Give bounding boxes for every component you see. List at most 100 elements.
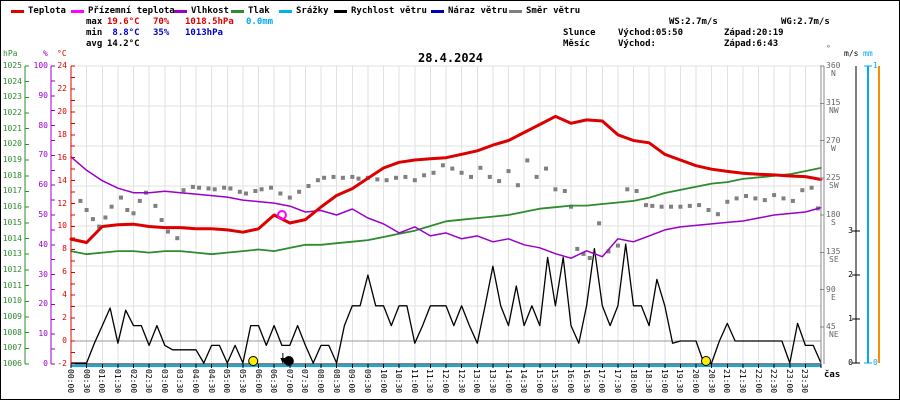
time-tick-label: 19:00 bbox=[659, 369, 669, 394]
axis-tick-label: 1013 bbox=[2, 249, 22, 259]
axis-tick-label: 100 bbox=[33, 61, 48, 70]
axis-tick-label: 20 bbox=[57, 106, 67, 116]
axis-tick-label: 1021 bbox=[2, 123, 22, 133]
axis-tick-label: 1014 bbox=[2, 233, 22, 243]
axis-tick-label: 0 bbox=[62, 336, 67, 346]
axis-tick-label: 30 bbox=[38, 269, 48, 279]
axis-tick-label: 1006 bbox=[2, 359, 22, 368]
time-tick-label: 23:00 bbox=[784, 369, 794, 394]
axis-tick-label: 40 bbox=[38, 239, 48, 249]
legend-label: Vlhkost bbox=[191, 6, 229, 16]
time-tick-label: 16:30 bbox=[581, 369, 591, 394]
time-tick-label: 15:30 bbox=[550, 369, 560, 394]
axis-tick-label: 135 bbox=[826, 247, 841, 257]
axis-tick-label: 2 bbox=[62, 313, 67, 323]
legend-label: Směr větru bbox=[526, 6, 581, 16]
axis-tick-label: E bbox=[831, 292, 836, 302]
wind-gust-line-swatch bbox=[431, 9, 444, 13]
axis-tick-label: 12 bbox=[57, 198, 67, 208]
stat-sun-label: Slunce bbox=[563, 28, 596, 38]
time-tick-label: 19:30 bbox=[675, 369, 685, 394]
stat-wind-speed-max: WS:2.7m/s bbox=[669, 17, 718, 27]
time-tick-label: 15:00 bbox=[534, 369, 544, 394]
time-tick-label: 01:30 bbox=[112, 369, 122, 394]
axis-tick-label: 3 bbox=[848, 226, 853, 235]
stat-pressure-min: 1013hPa bbox=[185, 28, 223, 38]
axis-tick-label: 1011 bbox=[2, 280, 22, 290]
time-tick-label: 16:00 bbox=[566, 369, 575, 394]
legend-label: Tlak bbox=[248, 6, 270, 16]
time-tick-label: 06:30 bbox=[269, 369, 279, 394]
time-tick-label: 07:30 bbox=[300, 369, 310, 394]
axis-tick-label: 80 bbox=[38, 120, 48, 130]
axis-tick-label: m/s bbox=[844, 49, 859, 58]
time-tick-label: 04:30 bbox=[206, 369, 216, 394]
axis-tick-label: 1022 bbox=[2, 108, 22, 118]
time-tick-label: 12:30 bbox=[456, 369, 466, 394]
axis-tick-label: 1025 bbox=[2, 61, 22, 70]
humidity-line-swatch bbox=[174, 9, 187, 13]
axis-tick-label: 45 bbox=[826, 321, 836, 331]
legend-item-wind-direction: Směr větru bbox=[509, 6, 580, 16]
axis-tick-label: 1019 bbox=[2, 155, 22, 165]
time-tick-label: 21:30 bbox=[737, 369, 747, 394]
stat-rain-max: 0.0mm bbox=[246, 17, 274, 27]
axis-tick-label: 1010 bbox=[2, 296, 22, 306]
pressure-line-swatch bbox=[231, 9, 244, 13]
time-tick-label: 23:30 bbox=[800, 369, 810, 394]
wind-direction-line-swatch bbox=[509, 9, 522, 13]
legend-item-pressure: Tlak bbox=[231, 6, 270, 16]
axis-tick-label: 0 bbox=[848, 358, 853, 367]
axis-tick-label: 14 bbox=[57, 175, 67, 185]
stat-temp-avg: 14.2°C bbox=[107, 39, 140, 49]
legend-item-wind-gust: Náraz větru bbox=[431, 6, 508, 16]
time-tick-label: 18:30 bbox=[644, 369, 654, 394]
axis-tick-label: 90 bbox=[38, 90, 48, 100]
axis-tick-label: 1017 bbox=[2, 186, 22, 196]
axis-tick-label: 60 bbox=[38, 180, 48, 190]
axis-tick-label: 90 bbox=[826, 284, 836, 294]
time-tick-label: 02:30 bbox=[144, 369, 154, 394]
axis-tick-label: mm bbox=[863, 49, 873, 58]
ground-temperature-line-swatch bbox=[71, 9, 84, 13]
axis-tick-label: NE bbox=[829, 329, 839, 339]
time-tick-label: 10:30 bbox=[394, 369, 404, 394]
axis-tick-label: 2 bbox=[848, 270, 853, 279]
axis-tick-label: 1018 bbox=[2, 170, 22, 180]
legend-label: Srážky bbox=[296, 6, 329, 16]
time-tick-label: 20:30 bbox=[706, 369, 716, 394]
stat-humidity-max: 70% bbox=[153, 17, 170, 27]
axis-tick-label: W bbox=[831, 143, 836, 153]
time-tick-label: 01:00 bbox=[97, 369, 107, 394]
time-tick-label: 02:00 bbox=[128, 369, 138, 394]
legend-item-precipitation: Srážky bbox=[279, 6, 329, 16]
stat-temp-max: 19.6°C bbox=[107, 17, 140, 27]
axis-tick-label: 0 bbox=[873, 358, 878, 367]
legend-item-humidity: Vlhkost bbox=[174, 6, 229, 16]
time-tick-label: 05:30 bbox=[237, 369, 247, 394]
axis-tick-label: 1007 bbox=[2, 343, 22, 353]
axis-tick-label: 22 bbox=[57, 83, 67, 93]
time-tick-label: 08:30 bbox=[331, 369, 341, 394]
axis-tick-label: 1009 bbox=[2, 311, 22, 321]
stat-min-label: min bbox=[86, 28, 103, 38]
axis-tick-label: N bbox=[831, 69, 836, 78]
time-tick-label: 17:30 bbox=[612, 369, 622, 394]
axis-tick-label: -2 bbox=[57, 359, 67, 368]
axis-tick-label: 1015 bbox=[2, 217, 22, 227]
time-tick-label: 18:00 bbox=[628, 369, 638, 394]
time-tick-label: 03:30 bbox=[175, 369, 185, 394]
time-axis-title: čas bbox=[824, 370, 841, 380]
axis-tick-label: °C bbox=[57, 49, 67, 58]
axis-tick-label: ° bbox=[826, 44, 831, 53]
time-tick-label: 14:30 bbox=[519, 369, 529, 394]
axis-tick-label: 10 bbox=[38, 329, 48, 339]
axis-tick-label: NW bbox=[829, 106, 839, 116]
time-tick-label: 22:30 bbox=[769, 369, 779, 394]
time-tick-label: 03:00 bbox=[159, 369, 169, 394]
wind-speed-line-swatch bbox=[334, 9, 347, 13]
axis-tick-label: 18 bbox=[57, 129, 67, 139]
stat-moonrise: Východ: bbox=[618, 39, 656, 49]
time-tick-label: 05:00 bbox=[222, 369, 232, 394]
